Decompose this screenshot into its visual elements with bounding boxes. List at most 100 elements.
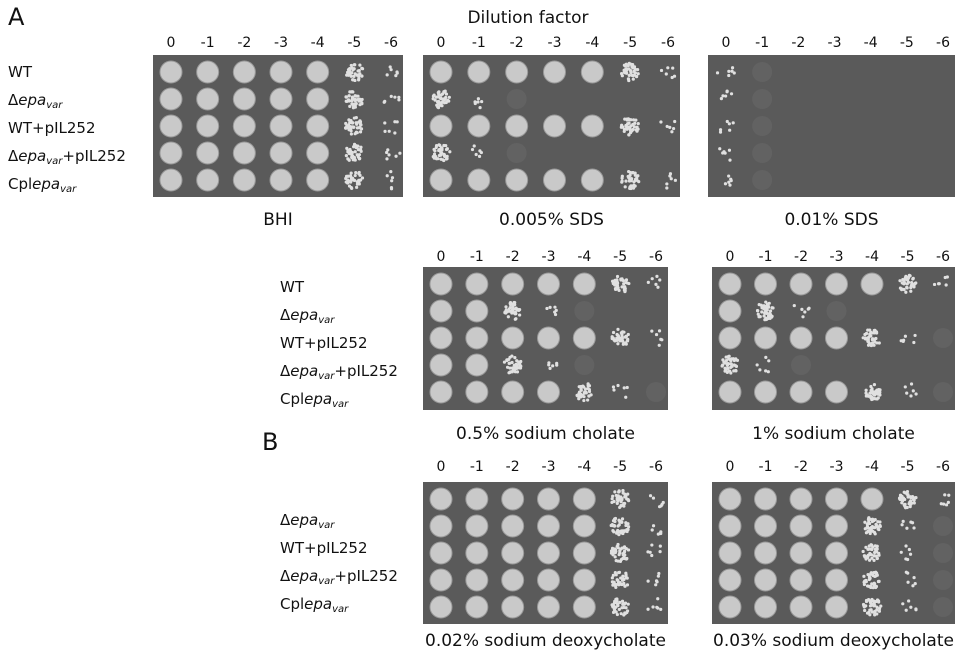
colony-spot <box>573 596 595 618</box>
colony <box>871 331 874 334</box>
colony <box>637 72 640 75</box>
colony <box>863 583 866 586</box>
colony-spot <box>826 569 848 591</box>
colony <box>624 185 627 188</box>
colony <box>517 363 520 366</box>
colony <box>864 527 867 530</box>
colony-spot <box>430 354 452 376</box>
colony <box>447 100 450 103</box>
colony <box>864 337 867 340</box>
colony <box>435 144 438 147</box>
colony <box>621 517 624 520</box>
colony-spot <box>197 88 219 110</box>
colony-spot <box>270 61 292 83</box>
colony <box>665 182 668 185</box>
colony <box>610 524 613 527</box>
dilution-label: -5 <box>901 249 915 265</box>
colony <box>441 158 444 161</box>
colony <box>904 335 907 338</box>
colony <box>585 391 588 394</box>
colony <box>912 341 915 344</box>
colony <box>632 70 635 73</box>
colony <box>870 344 873 347</box>
colony-spot <box>307 88 329 110</box>
colony <box>721 358 724 361</box>
colony <box>629 186 632 189</box>
colony <box>862 550 865 553</box>
colony <box>760 310 763 313</box>
colony <box>765 312 768 315</box>
colony <box>617 519 620 522</box>
strain-label: Δepavar <box>8 91 63 112</box>
colony <box>655 333 658 336</box>
colony-spot <box>270 88 292 110</box>
colony <box>906 490 909 493</box>
colony <box>626 498 629 501</box>
colony <box>478 149 481 152</box>
colony <box>360 75 363 78</box>
colony <box>348 121 351 124</box>
strain-label-part: var <box>332 399 349 410</box>
colony-spot <box>719 488 741 510</box>
colony <box>471 148 474 151</box>
strain-label: Δepavar <box>280 511 335 532</box>
colony <box>658 278 661 281</box>
colony <box>508 366 511 369</box>
colony <box>734 357 737 360</box>
colony-spot <box>790 273 812 295</box>
colony-spot <box>502 569 524 591</box>
colony <box>872 586 875 589</box>
colony <box>649 494 652 497</box>
colony <box>672 127 675 130</box>
colony <box>726 362 729 365</box>
colony-spot <box>506 115 528 137</box>
colony <box>626 339 629 342</box>
strain-label-part: WT <box>8 63 33 81</box>
colony-spot <box>790 381 812 403</box>
colony <box>514 318 517 321</box>
colony <box>621 337 624 340</box>
colony <box>867 598 870 601</box>
colony <box>448 150 451 153</box>
colony <box>903 278 906 281</box>
colony <box>350 71 353 74</box>
dilution-label: -3 <box>274 35 288 51</box>
colony <box>348 159 351 162</box>
dilution-label: -2 <box>794 249 808 265</box>
colony <box>477 97 480 100</box>
colony <box>614 606 617 609</box>
colony <box>360 127 363 130</box>
colony <box>876 557 879 560</box>
colony <box>900 501 903 504</box>
colony <box>398 152 401 155</box>
colony <box>620 606 623 609</box>
dilution-label: -3 <box>830 249 844 265</box>
colony <box>621 177 624 180</box>
colony <box>353 67 356 70</box>
colony <box>732 121 735 124</box>
dilution-label: -3 <box>548 35 562 51</box>
colony <box>658 550 661 553</box>
colony-spot <box>573 542 595 564</box>
colony <box>347 94 350 97</box>
dilution-label: -2 <box>506 249 520 265</box>
colony <box>613 490 616 493</box>
colony <box>718 147 721 150</box>
colony <box>670 177 673 180</box>
colony <box>383 101 386 104</box>
colony <box>873 383 876 386</box>
colony <box>351 121 354 124</box>
colony <box>864 579 867 582</box>
colony <box>907 599 910 602</box>
colony <box>906 495 909 498</box>
colony <box>473 144 476 147</box>
dilution-label: -3 <box>542 459 556 475</box>
colony <box>874 571 877 574</box>
colony <box>393 120 396 123</box>
dilution-label: 0 <box>726 459 735 475</box>
colony <box>351 90 354 93</box>
colony-spot <box>430 596 452 618</box>
colony <box>902 288 905 291</box>
colony-spot <box>502 273 524 295</box>
faint-spot <box>507 143 527 163</box>
